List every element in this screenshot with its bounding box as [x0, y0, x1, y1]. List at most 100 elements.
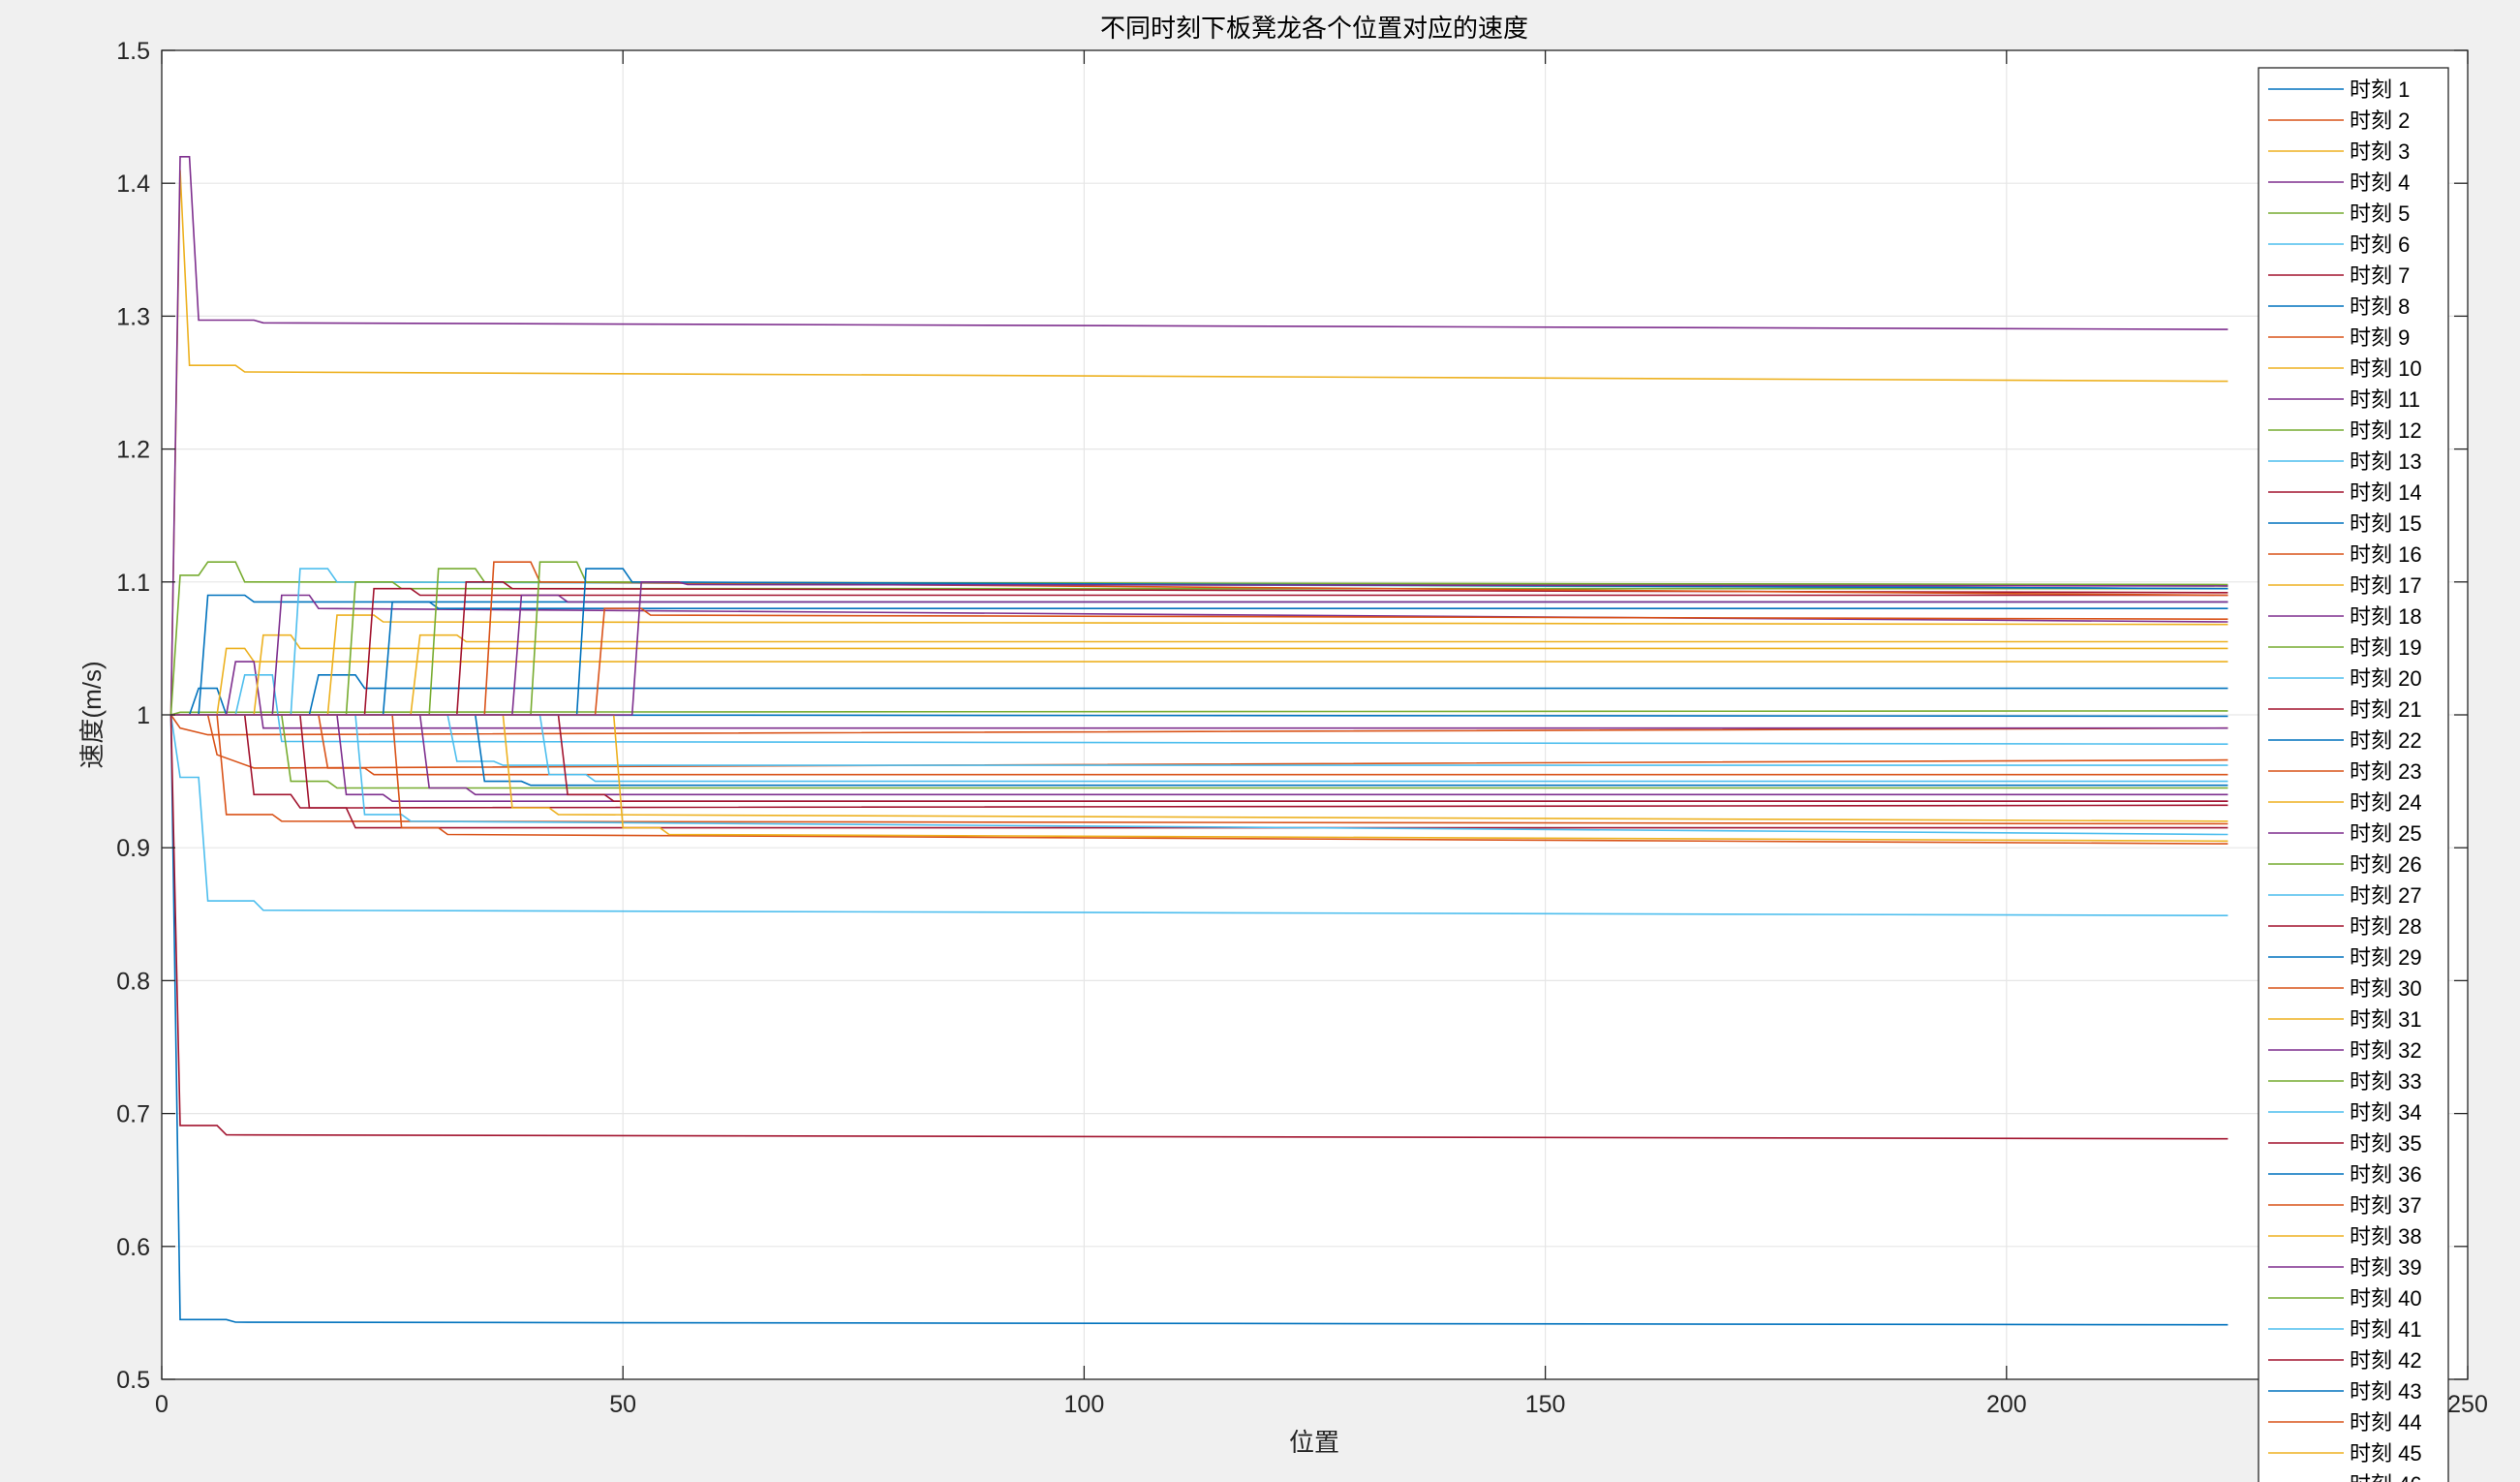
legend-label: 时刻 9 [2350, 325, 2410, 350]
legend-item[interactable]: 时刻 33 [2268, 1069, 2422, 1094]
legend-label: 时刻 22 [2350, 728, 2422, 753]
legend-item[interactable]: 时刻 3 [2268, 139, 2410, 164]
y-tick-label: 0.9 [116, 835, 150, 862]
legend-item[interactable]: 时刻 26 [2268, 852, 2422, 877]
legend-item[interactable]: 时刻 17 [2268, 573, 2422, 598]
legend-item[interactable]: 时刻 46 [2268, 1472, 2422, 1482]
legend-label: 时刻 36 [2350, 1162, 2422, 1187]
legend-label: 时刻 42 [2350, 1348, 2422, 1373]
legend-label: 时刻 23 [2350, 759, 2422, 784]
legend-label: 时刻 25 [2350, 821, 2422, 846]
legend-label: 时刻 16 [2350, 542, 2422, 567]
legend-item[interactable]: 时刻 37 [2268, 1193, 2422, 1218]
legend-item[interactable]: 时刻 20 [2268, 666, 2422, 691]
legend-label: 时刻 43 [2350, 1379, 2422, 1404]
legend-item[interactable]: 时刻 16 [2268, 542, 2422, 567]
legend-item[interactable]: 时刻 32 [2268, 1038, 2422, 1063]
legend-box [2258, 67, 2449, 1482]
legend-item[interactable]: 时刻 40 [2268, 1286, 2422, 1311]
legend-label: 时刻 37 [2350, 1193, 2422, 1218]
legend-label: 时刻 11 [2350, 387, 2420, 412]
legend-label: 时刻 21 [2350, 697, 2422, 722]
legend-label: 时刻 26 [2350, 852, 2422, 877]
legend-item[interactable]: 时刻 31 [2268, 1007, 2422, 1032]
legend-label: 时刻 4 [2350, 170, 2410, 195]
legend-item[interactable]: 时刻 4 [2268, 170, 2410, 195]
legend-item[interactable]: 时刻 18 [2268, 604, 2422, 629]
legend-label: 时刻 15 [2350, 511, 2422, 536]
legend-item[interactable]: 时刻 7 [2268, 263, 2410, 288]
legend-item[interactable]: 时刻 5 [2268, 201, 2410, 226]
legend-item[interactable]: 时刻 13 [2268, 449, 2422, 474]
y-tick-label: 0.6 [116, 1234, 150, 1261]
x-tick-label: 150 [1525, 1391, 1566, 1418]
legend-item[interactable]: 时刻 38 [2268, 1224, 2422, 1249]
series-line [169, 714, 2228, 916]
legend-label: 时刻 5 [2350, 201, 2410, 226]
data-lines [169, 156, 2228, 1326]
legend-item[interactable]: 时刻 29 [2268, 945, 2422, 970]
legend-item[interactable]: 时刻 1 [2268, 77, 2410, 102]
legend-label: 时刻 35 [2350, 1131, 2422, 1156]
legend-label: 时刻 33 [2350, 1069, 2422, 1094]
legend-label: 时刻 20 [2350, 666, 2422, 691]
legend-item[interactable]: 时刻 9 [2268, 325, 2410, 350]
x-tick-label: 250 [2447, 1391, 2488, 1418]
legend-item[interactable]: 时刻 10 [2268, 356, 2422, 381]
y-tick-label: 1 [137, 702, 150, 729]
series-line [169, 714, 2228, 736]
legend-item[interactable]: 时刻 27 [2268, 883, 2422, 908]
legend-label: 时刻 14 [2350, 480, 2422, 505]
series-line [170, 581, 2228, 716]
legend-label: 时刻 29 [2350, 945, 2422, 970]
legend-item[interactable]: 时刻 12 [2268, 418, 2422, 443]
legend-item[interactable]: 时刻 6 [2268, 232, 2410, 257]
legend-item[interactable]: 时刻 42 [2268, 1348, 2422, 1373]
legend-label: 时刻 24 [2350, 790, 2422, 815]
legend-item[interactable]: 时刻 2 [2268, 108, 2410, 133]
series-line [169, 714, 2228, 1326]
series-line [169, 156, 2228, 716]
legend-label: 时刻 18 [2350, 604, 2422, 629]
y-axis-label: 速度(m/s) [77, 661, 107, 768]
legend-item[interactable]: 时刻 44 [2268, 1410, 2422, 1435]
legend-label: 时刻 2 [2350, 108, 2410, 133]
legend-label: 时刻 31 [2350, 1007, 2422, 1032]
series-line [169, 714, 2228, 1140]
axis-ticks: 0 50 100 150 200 250 0.5 0.6 0.7 0.8 0.9 1 1.1 1.2 1.3… [116, 38, 2488, 1418]
legend-label: 时刻 40 [2350, 1286, 2422, 1311]
legend-item[interactable]: 时刻 15 [2268, 511, 2422, 536]
legend-item[interactable]: 时刻 11 [2268, 387, 2420, 412]
legend-item[interactable]: 时刻 22 [2268, 728, 2422, 753]
legend-item[interactable]: 时刻 19 [2268, 635, 2422, 660]
legend[interactable]: 时刻 1 时刻 2 时刻 3 时刻 4 时刻 5 时刻 6 时刻 7 时刻 8 时刻 9 时刻 1… [2258, 67, 2449, 1482]
legend-item[interactable]: 时刻 30 [2268, 976, 2422, 1001]
legend-item[interactable]: 时刻 39 [2268, 1255, 2422, 1280]
y-tick-label: 1.5 [116, 38, 150, 65]
legend-label: 时刻 7 [2350, 263, 2410, 288]
x-tick-label: 0 [155, 1391, 169, 1418]
legend-item[interactable]: 时刻 43 [2268, 1379, 2422, 1404]
legend-item[interactable]: 时刻 28 [2268, 914, 2422, 939]
legend-item[interactable]: 时刻 25 [2268, 821, 2422, 846]
legend-label: 时刻 10 [2350, 356, 2422, 381]
legend-label: 时刻 39 [2350, 1255, 2422, 1280]
legend-item[interactable]: 时刻 14 [2268, 480, 2422, 505]
y-tick-label: 1.3 [116, 303, 150, 330]
legend-label: 时刻 38 [2350, 1224, 2422, 1249]
y-tick-label: 1.2 [116, 437, 150, 464]
legend-label: 时刻 1 [2350, 77, 2410, 102]
legend-item[interactable]: 时刻 45 [2268, 1441, 2422, 1466]
y-tick-label: 1.4 [116, 170, 150, 198]
y-tick-label: 0.7 [116, 1101, 150, 1128]
legend-item[interactable]: 时刻 8 [2268, 294, 2410, 319]
legend-item[interactable]: 时刻 21 [2268, 697, 2422, 722]
legend-item[interactable]: 时刻 36 [2268, 1162, 2422, 1187]
legend-item[interactable]: 时刻 35 [2268, 1131, 2422, 1156]
legend-item[interactable]: 时刻 41 [2268, 1317, 2422, 1342]
legend-item[interactable]: 时刻 24 [2268, 790, 2422, 815]
legend-item[interactable]: 时刻 23 [2268, 759, 2422, 784]
series-line [170, 710, 2228, 716]
legend-item[interactable]: 时刻 34 [2268, 1100, 2422, 1125]
